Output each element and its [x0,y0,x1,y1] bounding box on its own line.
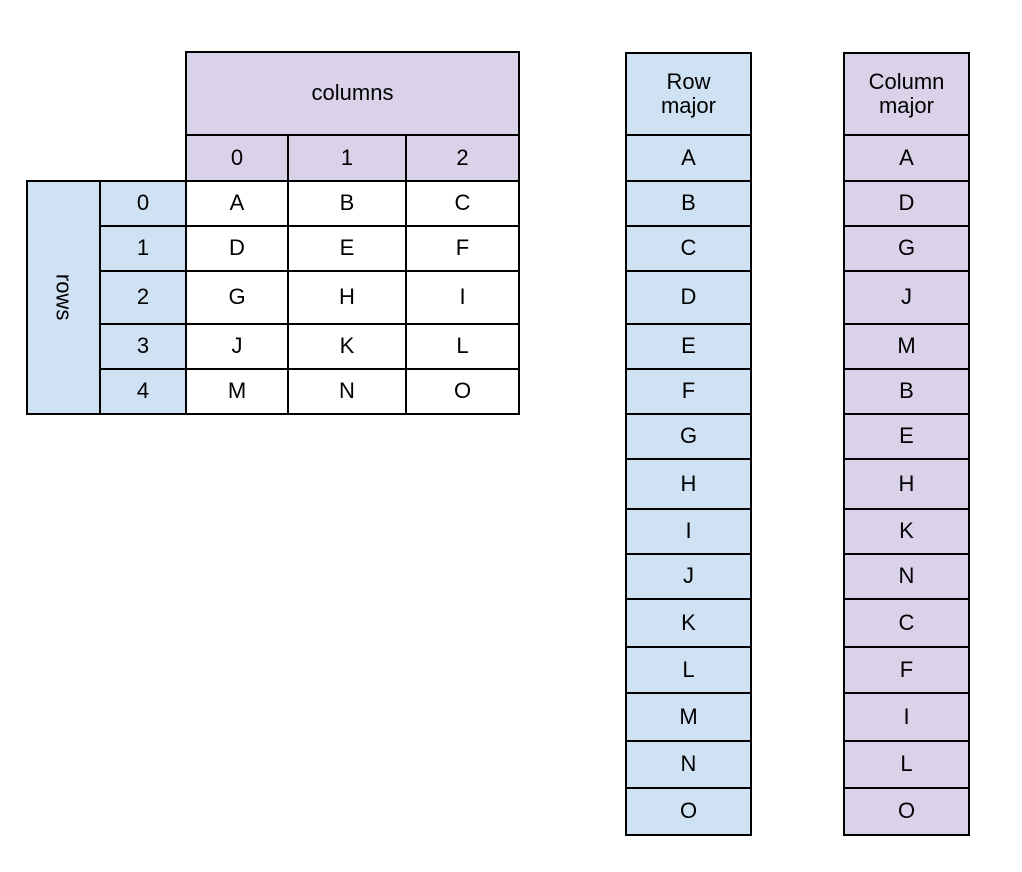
column-index-2: 2 [405,134,520,182]
column-major-item: A [843,134,970,182]
row-major-item: B [625,180,752,227]
row-major-header: Row major [625,52,752,136]
columns-header: columns [185,51,520,136]
column-index-0: 0 [185,134,289,182]
column-major-header-text: Column major [868,68,945,118]
column-major-item: N [843,553,970,600]
matrix-cell: K [287,323,407,370]
column-major-item: D [843,180,970,227]
row-index-2: 2 [99,270,187,325]
column-major-item: G [843,225,970,272]
matrix-cell: F [405,225,520,272]
row-index-3: 3 [99,323,187,370]
column-major-item: I [843,692,970,742]
row-major-item: H [625,458,752,510]
row-major-item: C [625,225,752,272]
row-major-item: M [625,692,752,742]
row-major-item: F [625,368,752,415]
row-major-item: L [625,646,752,694]
column-major-item: H [843,458,970,510]
matrix-cell: A [185,180,289,227]
matrix-cell: J [185,323,289,370]
column-major-item: K [843,508,970,555]
column-major-item: E [843,413,970,460]
matrix-cell: I [405,270,520,325]
column-major-item: C [843,598,970,648]
row-major-item: D [625,270,752,325]
column-major-header: Column major [843,52,970,136]
row-index-0: 0 [99,180,187,227]
rows-header: rows [26,180,101,415]
row-major-item: O [625,787,752,836]
column-index-1: 1 [287,134,407,182]
row-major-item: G [625,413,752,460]
matrix-cell: O [405,368,520,415]
row-major-header-text: Row major [660,68,716,118]
column-major-item: M [843,323,970,370]
matrix-cell: E [287,225,407,272]
column-major-item: L [843,740,970,789]
matrix-cell: N [287,368,407,415]
row-major-item: I [625,508,752,555]
column-major-item: O [843,787,970,836]
row-major-item: E [625,323,752,370]
matrix-cell: B [287,180,407,227]
row-major-item: N [625,740,752,789]
rows-header-text: rows [51,274,77,321]
matrix-cell: H [287,270,407,325]
matrix-cell: L [405,323,520,370]
matrix-cell: D [185,225,289,272]
column-major-item: J [843,270,970,325]
matrix-cell: G [185,270,289,325]
column-major-item: B [843,368,970,415]
row-index-1: 1 [99,225,187,272]
row-major-item: J [625,553,752,600]
row-major-item: K [625,598,752,648]
column-major-item: F [843,646,970,694]
matrix-cell: C [405,180,520,227]
row-index-4: 4 [99,368,187,415]
row-major-item: A [625,134,752,182]
matrix-cell: M [185,368,289,415]
